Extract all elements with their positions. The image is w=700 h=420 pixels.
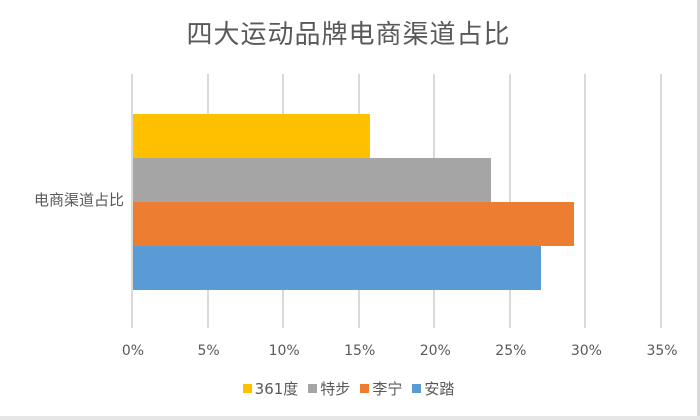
x-tick-label: 10% — [268, 343, 300, 359]
legend-item[interactable]: 361度 — [242, 378, 299, 399]
gridline — [584, 74, 587, 328]
legend-label: 361度 — [254, 380, 299, 398]
bar-特步[interactable] — [133, 158, 492, 202]
legend-label: 特步 — [320, 380, 351, 398]
legend-item[interactable]: 李宁 — [360, 378, 402, 399]
x-tick-label: 35% — [646, 343, 678, 359]
category-axis-label: 电商渠道占比 — [33, 191, 124, 209]
gridline — [131, 74, 133, 328]
sheet-edge-right — [697, 0, 700, 420]
chart-title: 四大运动品牌电商渠道占比 — [186, 20, 511, 50]
x-tick-label: 0% — [121, 343, 145, 359]
sheet-edge-bottom — [0, 416, 700, 420]
gridline — [508, 74, 511, 328]
x-tick-label: 25% — [495, 343, 527, 359]
legend-item[interactable]: 特步 — [308, 378, 350, 399]
legend-swatch-icon — [360, 384, 370, 393]
x-tick-label: 15% — [344, 343, 376, 359]
legend-swatch-icon — [412, 384, 422, 393]
bar-361度[interactable] — [133, 114, 371, 158]
legend-swatch-icon — [242, 384, 252, 393]
legend-item[interactable]: 安踏 — [412, 378, 454, 399]
gridline — [660, 74, 662, 328]
legend-swatch-icon — [308, 384, 318, 393]
legend-label: 安踏 — [424, 380, 455, 398]
bar-安踏[interactable] — [133, 246, 542, 290]
bar-李宁[interactable] — [133, 202, 575, 246]
x-tick-label: 20% — [419, 343, 451, 359]
x-tick-label: 30% — [570, 343, 602, 359]
x-tick-label: 5% — [197, 343, 220, 359]
legend-label: 李宁 — [372, 380, 403, 398]
legend[interactable]: 361度 特步 李宁 安踏 — [0, 378, 697, 399]
